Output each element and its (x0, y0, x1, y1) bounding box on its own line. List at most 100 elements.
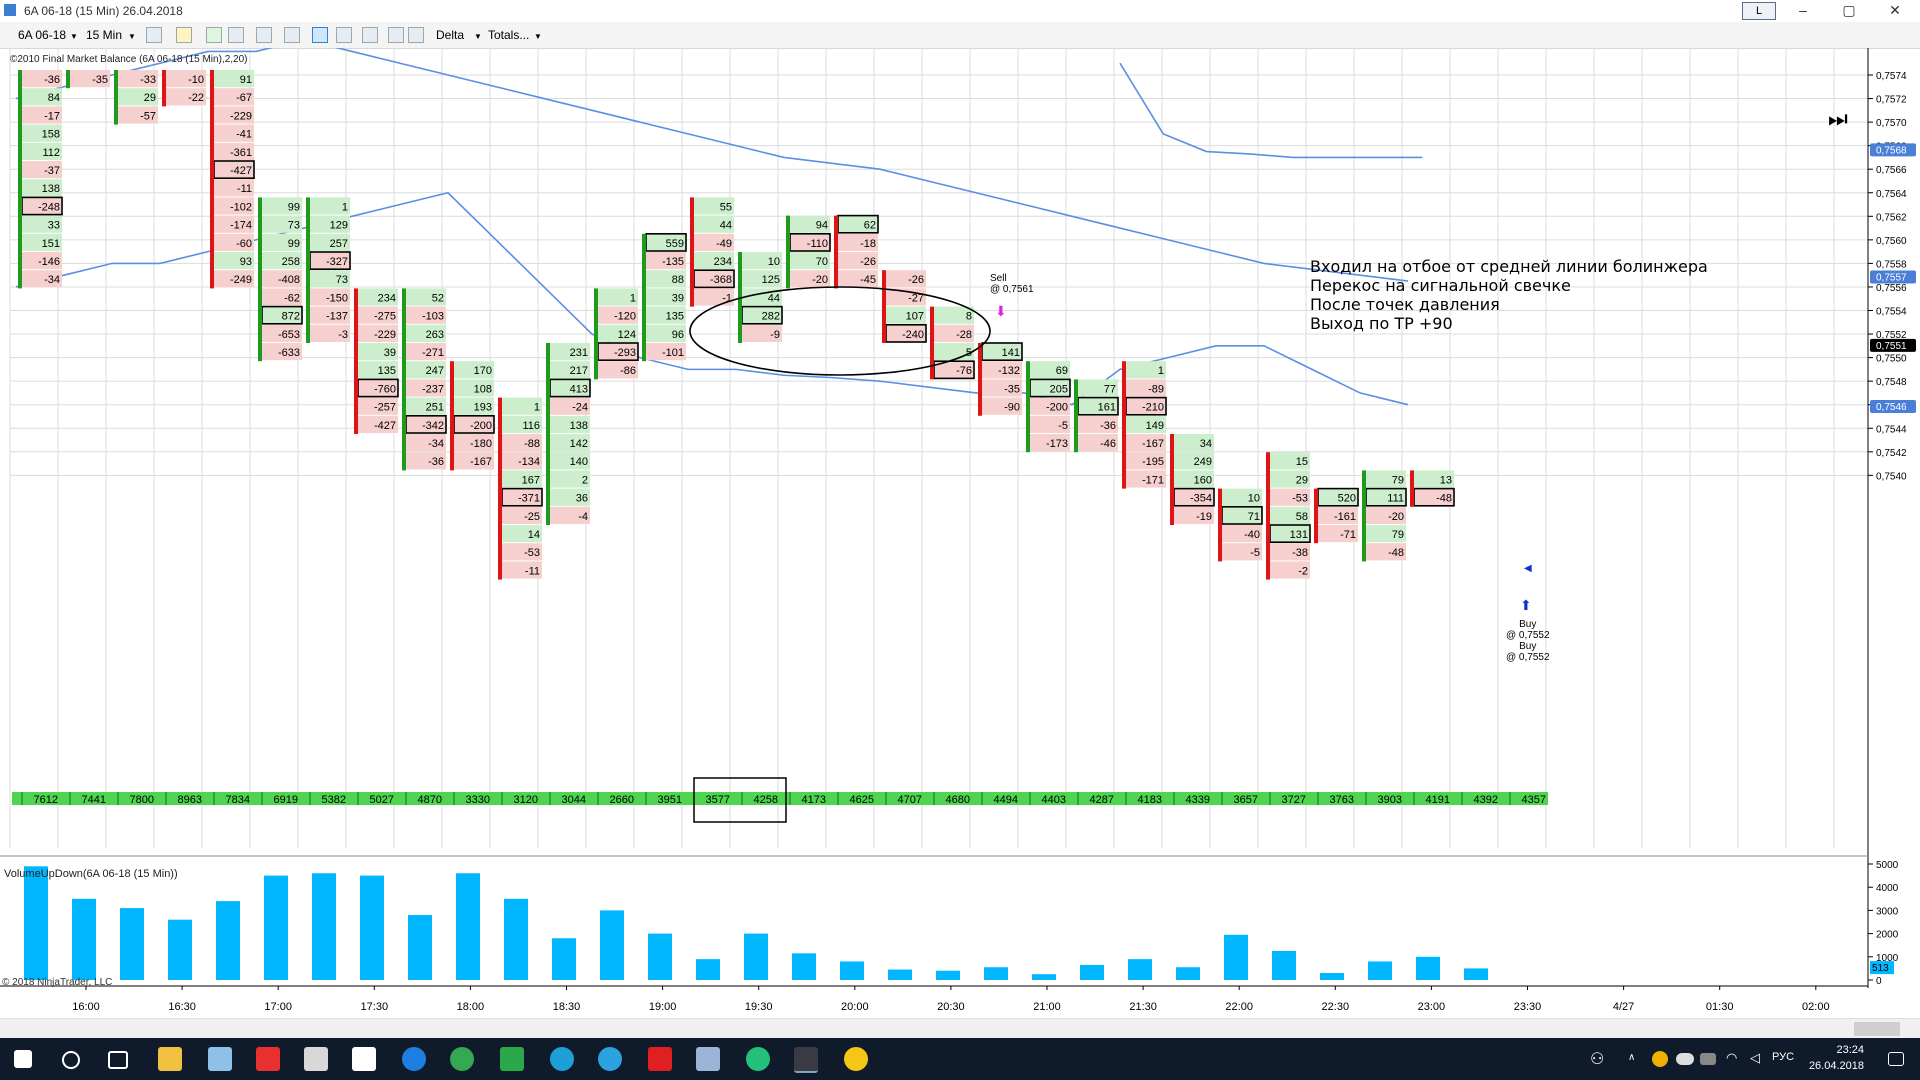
indicators-icon[interactable] (312, 27, 328, 43)
footprint-cell-bg (502, 561, 542, 579)
l-badge[interactable]: L (1742, 2, 1776, 20)
start-icon[interactable] (14, 1050, 32, 1068)
notifications-icon[interactable] (1888, 1052, 1904, 1066)
mail-icon[interactable] (352, 1047, 376, 1071)
footprint-cell-bg (358, 379, 398, 397)
bar-type-icon[interactable] (146, 27, 162, 43)
footprint-cell-value: 251 (426, 402, 444, 414)
totals-dropdown[interactable]: Totals... (488, 28, 530, 42)
candle-bar (642, 233, 646, 362)
footprint-cell-bg (214, 142, 254, 160)
footprint-cell-bg (406, 324, 446, 342)
footprint-cell-value: -102 (230, 201, 252, 213)
delta-dropdown[interactable]: Delta (436, 28, 465, 42)
footprint-cell-value: -46 (1100, 438, 1116, 450)
interval-selector[interactable]: 15 Min (86, 28, 123, 42)
scrollbar-thumb[interactable] (1854, 1022, 1900, 1036)
search-icon[interactable] (284, 27, 300, 43)
onedrive-icon[interactable] (1676, 1053, 1694, 1065)
volume-bar (1032, 974, 1056, 980)
cursor-icon[interactable] (256, 27, 272, 43)
people-icon[interactable]: ⚇ (1590, 1051, 1605, 1068)
buy-price: @ 0,7552 (1506, 652, 1550, 663)
volume-icon[interactable]: ◁ (1750, 1050, 1760, 1065)
volume-bar (696, 959, 720, 980)
chevron-down-icon[interactable]: ▼ (474, 32, 482, 41)
volume-last-value: 513 (1872, 963, 1889, 974)
keyboard-icon[interactable] (1700, 1053, 1716, 1065)
instrument-selector[interactable]: 6A 06-18 (18, 28, 67, 42)
totals-value: 4680 (946, 794, 970, 806)
volume-bar (1464, 968, 1488, 980)
paint-icon[interactable] (844, 1047, 868, 1071)
footprint-cell-value: 520 (1338, 493, 1356, 505)
yandex-icon[interactable] (648, 1047, 672, 1071)
footprint-cell-value: 116 (522, 420, 540, 432)
edge-icon[interactable] (402, 1047, 426, 1071)
footprint-cell-bg (550, 415, 590, 433)
candle-bar (66, 70, 70, 89)
telegram-icon[interactable] (598, 1047, 622, 1071)
sell-marker: Sell @ 0,7561 (990, 273, 1034, 295)
minimize-button[interactable]: – (1799, 2, 1807, 18)
language-indicator[interactable]: РУС (1772, 1051, 1795, 1063)
footprint-cell-value: 138 (570, 420, 588, 432)
footprint-cell-value: -35 (1004, 383, 1020, 395)
footprint-cell-value: -10 (188, 74, 204, 86)
strategies-icon[interactable] (336, 27, 352, 43)
skype-icon[interactable] (550, 1047, 574, 1071)
ninjatrader-icon[interactable] (794, 1047, 818, 1073)
footprint-cell-value: -40 (1244, 529, 1260, 541)
tray-app-icon[interactable] (1652, 1051, 1668, 1067)
gift-icon[interactable] (256, 1047, 280, 1071)
chevron-down-icon[interactable]: ▼ (70, 32, 78, 41)
footprint-cell-value: 559 (666, 238, 684, 250)
footprint-cell-value: 231 (570, 347, 588, 359)
horizontal-scrollbar[interactable] (0, 1018, 1920, 1039)
footprint-cell-value: -19 (1196, 511, 1212, 523)
footprint-cell-bg (1270, 470, 1310, 488)
footprint-cell-bg (454, 397, 494, 415)
close-button[interactable]: ✕ (1889, 2, 1901, 18)
chevron-down-icon[interactable]: ▼ (128, 32, 136, 41)
footprint-cell-bg (406, 306, 446, 324)
footprint-cell-value: -257 (374, 402, 396, 414)
maximize-button[interactable]: ▢ (1842, 2, 1856, 18)
quik-icon[interactable] (746, 1047, 770, 1071)
footprint-cell-value: 70 (816, 256, 828, 268)
notes-icon[interactable] (208, 1047, 232, 1071)
chevron-up-icon[interactable]: ∧ (1628, 1052, 1636, 1063)
volume-bar (600, 910, 624, 980)
candle-bar (690, 197, 694, 307)
footprint-cell-value: -4 (578, 511, 588, 523)
zoom-in-icon[interactable] (206, 27, 222, 43)
chrome-icon[interactable] (450, 1047, 474, 1071)
footprint-cell-value: -35 (92, 74, 108, 86)
footprint-cell-bg (646, 233, 686, 251)
footprint-chart[interactable]: -3684-17158112-37138-24833151-146-34-35-… (0, 48, 1920, 1018)
chevron-down-icon[interactable]: ▼ (534, 32, 542, 41)
footprint-cell-value: -103 (422, 311, 444, 323)
chart-toolbar: 6A 06-18 ▼ 15 Min ▼ Delta ▼ Totals... ▼ (0, 22, 1920, 49)
excel-icon[interactable] (500, 1047, 524, 1071)
wifi-icon[interactable]: ◠ (1726, 1050, 1738, 1065)
task-view-icon[interactable] (108, 1051, 128, 1069)
file-explorer-icon[interactable] (158, 1047, 182, 1071)
volume-bar (264, 875, 288, 980)
footprint-cell-bg (22, 179, 62, 197)
search-icon[interactable] (62, 1051, 80, 1069)
properties-icon[interactable] (388, 27, 404, 43)
footprint-cell-bg (550, 379, 590, 397)
image-icon[interactable] (362, 27, 378, 43)
clock[interactable]: 23:24 26.04.2018 (1809, 1042, 1864, 1074)
pin-icon[interactable] (228, 27, 244, 43)
totals-value: 4339 (1186, 794, 1210, 806)
candle-bar (354, 288, 358, 434)
footprint-cell-value: 14 (528, 529, 540, 541)
price-tick-label: 0,7542 (1876, 448, 1907, 459)
data-box-icon[interactable] (408, 27, 424, 43)
store-icon[interactable] (304, 1047, 328, 1071)
footprint-cell-value: -53 (1292, 493, 1308, 505)
network-app-icon[interactable] (696, 1047, 720, 1071)
pencil-icon[interactable] (176, 27, 192, 43)
